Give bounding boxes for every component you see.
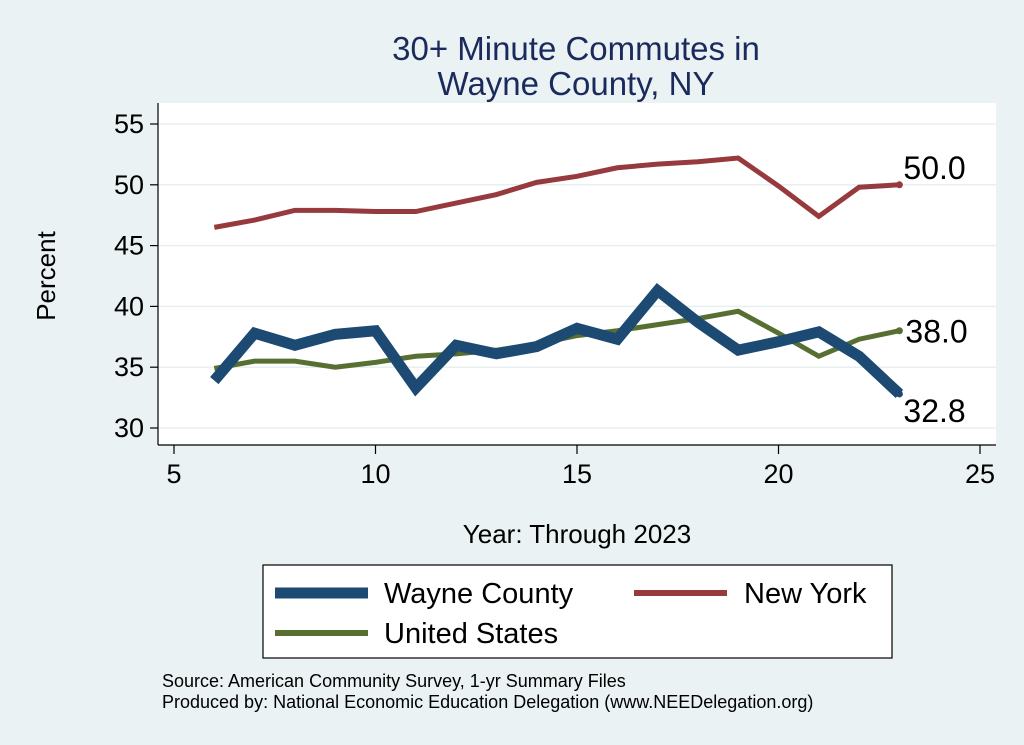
chart-title-line-1: 30+ Minute Commutes in [392,30,760,67]
legend: Wayne County New York United States [262,564,893,659]
source-note: Source: American Community Survey, 1-yr … [162,671,626,691]
series-line-wayne-county [210,282,904,398]
chart-title-line-2: Wayne County, NY [438,65,715,102]
series-line-new-york [213,155,900,230]
x-tick-label-15: 15 [562,459,592,489]
end-label-united-states: 38.0 [905,314,967,350]
gridlines [158,123,996,429]
legend-label-united-states: United States [384,618,558,650]
y-axis-title: Percent [31,230,61,320]
end-label-wayne-county: 32.8 [903,393,965,429]
y-tick-label-35: 35 [114,352,144,382]
series-layer [210,155,904,398]
end-label-new-york: 50.0 [903,150,965,186]
legend-label-new-york: New York [744,578,867,610]
y-tick-label-45: 45 [114,231,144,261]
plot-area [158,103,996,445]
legend-label-wayne-county: Wayne County [384,578,574,610]
y-tick-label-30: 30 [114,413,144,443]
end-labels: 32.8 50.0 38.0 [895,150,968,429]
end-marker-united-states [895,327,903,335]
y-tick-label-55: 55 [114,109,144,139]
y-tick-label-40: 40 [114,291,144,321]
legend-box [262,564,893,659]
x-tick-label-20: 20 [763,459,793,489]
x-tick-label-10: 10 [360,459,390,489]
producer-note: Produced by: National Economic Education… [162,692,813,712]
y-tick-label-50: 50 [114,170,144,200]
x-tick-label-5: 5 [166,459,181,489]
x-axis-title: Year: Through 2023 [463,519,691,549]
x-tick-label-25: 25 [965,459,995,489]
end-marker-wayne-county [895,390,903,398]
end-marker-new-york [895,181,903,189]
